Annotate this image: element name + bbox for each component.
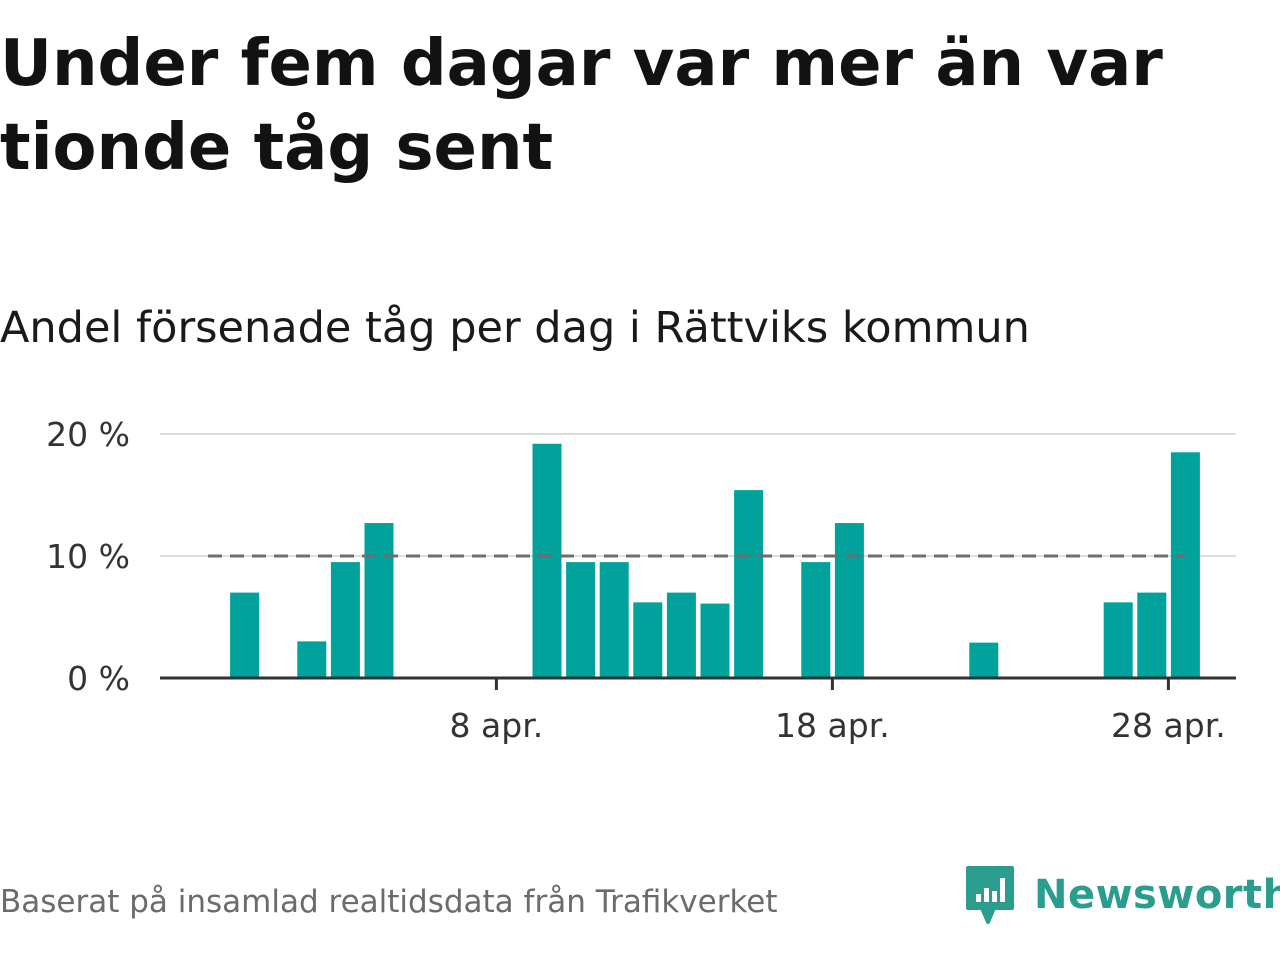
axis-layer: 0 % 10 % 20 % 8 apr. 18 apr. 28 apr. — [46, 415, 1236, 745]
y-tick-label: 0 % — [67, 659, 130, 698]
bar — [801, 562, 831, 678]
x-tick-label: 18 apr. — [775, 706, 890, 745]
bar — [566, 562, 596, 678]
brand-name: Newsworthy — [1034, 872, 1280, 918]
bar — [1170, 452, 1200, 678]
bar — [969, 642, 999, 678]
bar — [599, 562, 629, 678]
bar — [330, 562, 360, 678]
x-tick-label: 28 apr. — [1111, 706, 1226, 745]
y-tick-label: 10 % — [46, 537, 130, 576]
bar — [364, 523, 394, 678]
bar — [633, 602, 663, 678]
source-note: Baserat på insamlad realtidsdata från Tr… — [0, 884, 778, 920]
grid-layer — [160, 433, 1236, 557]
chart-title: Under fem dagar var mer än var tionde tå… — [0, 27, 1163, 185]
bar — [230, 592, 260, 678]
bar — [1103, 602, 1133, 678]
bar — [734, 490, 764, 678]
bar-chart: 0 % 10 % 20 % 8 apr. 18 apr. 28 apr. — [46, 415, 1236, 745]
y-tick-label: 20 % — [46, 415, 130, 454]
x-tick-label: 8 apr. — [450, 706, 544, 745]
bar — [700, 603, 730, 678]
brand-logo: Newsworthy — [964, 864, 1280, 926]
bar-layer — [230, 443, 1200, 678]
bar — [1137, 592, 1167, 678]
newsworthy-logo-icon — [966, 866, 1014, 924]
chart-subtitle: Andel försenade tåg per dag i Rättviks k… — [0, 303, 1030, 353]
bar — [297, 641, 327, 678]
bar — [532, 443, 562, 678]
bar — [666, 592, 696, 678]
bar — [834, 523, 864, 678]
